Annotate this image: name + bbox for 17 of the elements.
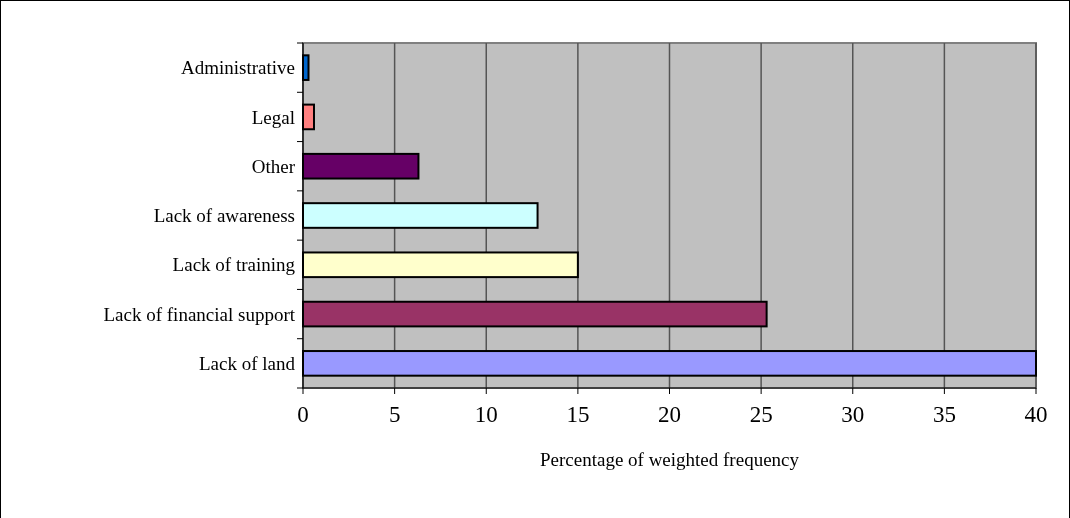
x-tick-label: 0 <box>297 402 309 427</box>
x-tick-label: 15 <box>566 402 590 427</box>
y-tick-label: Lack of training <box>172 254 296 276</box>
x-axis-title: Percentage of weighted frequency <box>539 449 800 470</box>
x-tick-label: 25 <box>749 402 773 427</box>
y-tick-label: Lack of financial support <box>103 303 296 325</box>
x-tick-label: 30 <box>841 402 865 427</box>
x-tick-label: 5 <box>388 402 401 427</box>
x-tick-label: 10 <box>474 402 498 427</box>
y-tick-label: Legal <box>251 106 295 128</box>
y-tick-label: Lack of awareness <box>153 205 295 227</box>
y-tick-label: Administrative <box>181 57 295 79</box>
y-tick-label: Lack of land <box>198 353 296 375</box>
x-tick-label: 35 <box>932 402 956 427</box>
x-tick-label: 20 <box>658 402 681 427</box>
x-tick-label: 40 <box>1024 402 1048 427</box>
y-tick-label: Other <box>251 155 296 177</box>
